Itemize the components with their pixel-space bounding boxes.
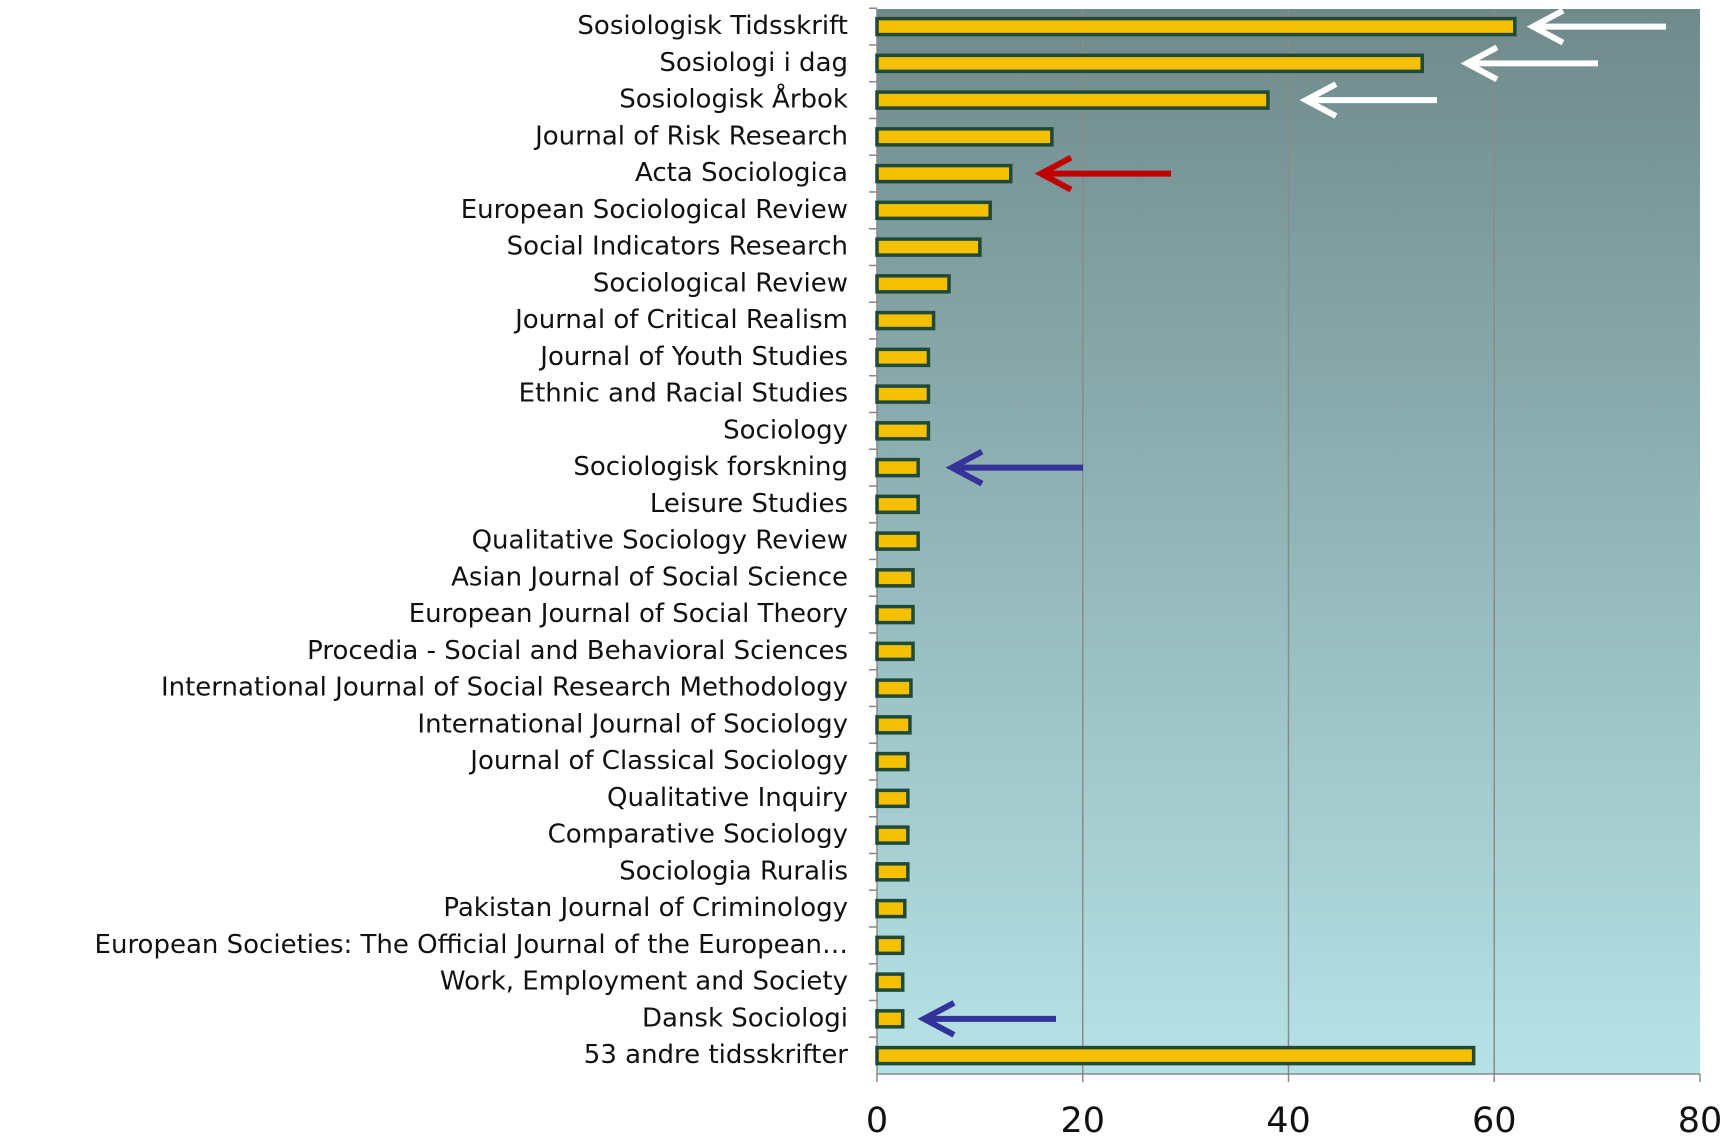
y-tick-label: European Societies: The Official Journal… — [95, 930, 848, 960]
arrow-head — [1526, 7, 1565, 46]
bar — [875, 604, 915, 625]
x-tick-label: 40 — [1266, 1101, 1311, 1136]
bar — [875, 237, 982, 257]
bar — [875, 127, 1054, 147]
y-tick-label: 53 andre tidsskrifter — [584, 1040, 849, 1070]
y-tick-label: European Journal of Social Theory — [409, 599, 848, 629]
x-tick-label: 80 — [1678, 1101, 1723, 1136]
bar — [875, 972, 905, 992]
bar — [875, 200, 992, 221]
y-tick-label: Qualitative Sociology Review — [472, 526, 848, 556]
y-tick-label: Sosiologi i dag — [659, 48, 848, 78]
bar — [875, 90, 1270, 110]
y-tick-label: Social Indicators Research — [507, 232, 848, 262]
bar — [875, 384, 931, 404]
y-tick-label: Dansk Sociologi — [642, 1003, 848, 1033]
bar — [875, 898, 907, 919]
y-tick-label: Journal of Classical Sociology — [468, 746, 848, 776]
y-tick-label: Acta Sociologica — [635, 158, 848, 188]
y-tick-label: Sociology — [723, 415, 848, 445]
bar — [875, 678, 913, 698]
y-tick-label: Sosiologisk Tidsskrift — [577, 11, 848, 41]
bar — [875, 347, 931, 368]
arrow-head — [945, 448, 984, 487]
bar — [875, 494, 920, 515]
bar — [875, 310, 936, 331]
y-tick-label: Qualitative Inquiry — [607, 783, 848, 813]
bar — [875, 1009, 905, 1029]
y-tick-label: Ethnic and Racial Studies — [519, 379, 848, 409]
y-tick-label: Procedia - Social and Behavioral Science… — [307, 636, 848, 666]
bar — [875, 751, 910, 772]
y-tick-label: International Journal of Sociology — [417, 709, 848, 739]
bar — [875, 457, 920, 478]
bar — [875, 641, 915, 662]
bar — [875, 531, 920, 551]
bar — [875, 53, 1424, 74]
x-tick-label: 0 — [866, 1101, 888, 1136]
bar — [875, 788, 910, 809]
y-tick-label: International Journal of Social Research… — [161, 673, 848, 703]
y-tick-label: Sociological Review — [593, 268, 848, 298]
y-tick-label: Comparative Sociology — [548, 820, 848, 850]
bar — [875, 274, 951, 294]
bar — [875, 421, 931, 441]
y-tick-label: Work, Employment and Society — [440, 967, 848, 997]
x-tick-label: 60 — [1472, 1101, 1517, 1136]
bar — [875, 16, 1517, 37]
y-tick-label: Asian Journal of Social Science — [451, 562, 848, 592]
arrow-head — [1299, 81, 1338, 119]
bar — [875, 163, 1013, 184]
bar — [875, 825, 910, 845]
y-tick-label: Journal of Critical Realism — [513, 305, 848, 335]
bar — [875, 935, 905, 956]
y-tick-label: Sosiologisk Årbok — [619, 83, 848, 115]
arrow-head — [917, 1000, 956, 1038]
y-tick-label: Sociologisk forskning — [573, 452, 848, 482]
bar — [875, 1045, 1476, 1066]
y-tick-label: Sociologia Ruralis — [619, 856, 848, 886]
y-tick-label: Leisure Studies — [650, 489, 848, 519]
bar — [875, 862, 910, 882]
y-tick-label: European Sociological Review — [461, 195, 848, 225]
arrow-head — [1460, 44, 1499, 82]
arrow-head — [1034, 154, 1073, 193]
y-tick-label: Pakistan Journal of Criminology — [443, 893, 848, 923]
bar — [875, 568, 915, 588]
y-tick-label: Journal of Risk Research — [533, 121, 848, 151]
bar — [875, 715, 912, 735]
y-tick-label: Journal of Youth Studies — [538, 342, 848, 372]
x-tick-label: 20 — [1060, 1101, 1105, 1136]
